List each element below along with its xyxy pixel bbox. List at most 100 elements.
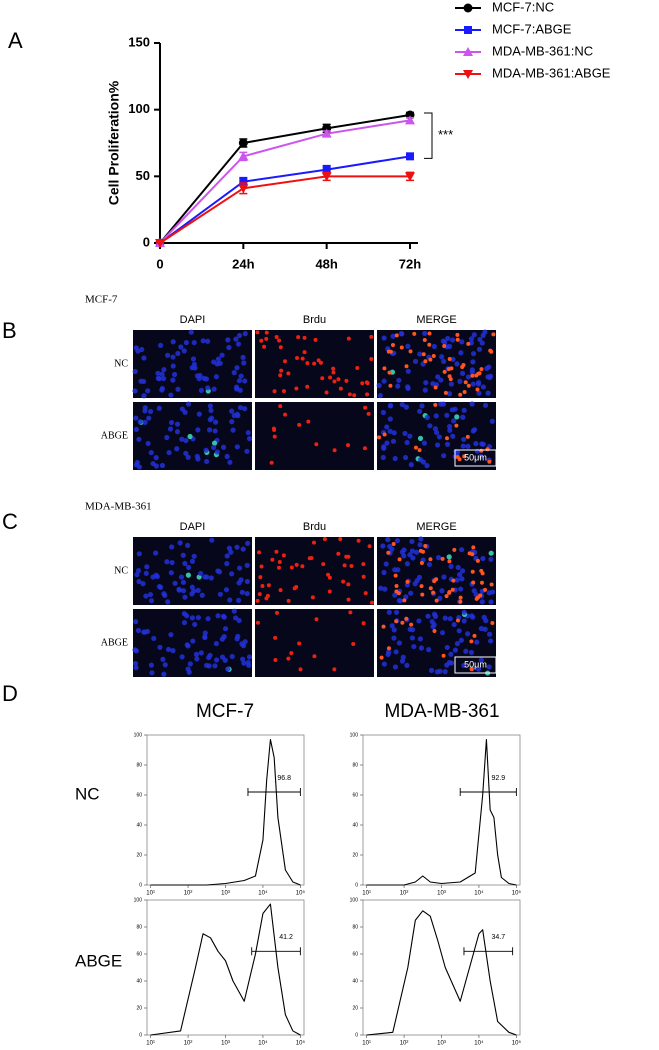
nucleus bbox=[206, 663, 212, 669]
nucleus bbox=[225, 666, 231, 672]
nucleus bbox=[237, 387, 243, 393]
nucleus bbox=[401, 547, 407, 553]
brdu-signal bbox=[300, 564, 305, 569]
nucleus bbox=[458, 637, 464, 643]
brdu-signal bbox=[332, 667, 337, 672]
nucleus bbox=[150, 574, 156, 580]
nucleus bbox=[159, 462, 166, 469]
nucleus bbox=[198, 387, 205, 393]
nucleus bbox=[459, 568, 466, 574]
gate bbox=[251, 947, 301, 956]
scale-bar-label: 50μm bbox=[464, 452, 487, 462]
nucleus bbox=[384, 440, 390, 446]
brdu-signal bbox=[382, 432, 387, 437]
brdu-signal bbox=[397, 557, 402, 562]
nucleus bbox=[390, 438, 397, 444]
nucleus bbox=[475, 381, 482, 387]
nucleus bbox=[240, 354, 246, 360]
nucleus bbox=[197, 372, 203, 379]
nucleus bbox=[417, 636, 423, 642]
nucleus bbox=[474, 639, 480, 645]
brdu-signal bbox=[258, 575, 263, 580]
nucleus bbox=[212, 428, 218, 434]
x-tick-label: 10⁵ bbox=[296, 890, 306, 897]
brdu-signal bbox=[365, 392, 370, 397]
nucleus bbox=[239, 589, 245, 595]
micrograph bbox=[255, 537, 374, 605]
brdu-signal bbox=[480, 571, 485, 576]
nucleus bbox=[170, 339, 176, 345]
nucleus bbox=[381, 335, 387, 341]
nucleus bbox=[376, 382, 382, 389]
nucleus bbox=[381, 661, 387, 667]
y-tick-label: 40 bbox=[136, 822, 142, 828]
brdu-signal bbox=[320, 376, 325, 381]
brdu-signal bbox=[431, 590, 436, 595]
nucleus bbox=[187, 433, 193, 440]
brdu-signal bbox=[282, 359, 287, 364]
nucleus bbox=[214, 449, 220, 455]
nucleus bbox=[174, 421, 181, 427]
series-line bbox=[159, 114, 411, 244]
column-label: DAPI bbox=[180, 521, 206, 533]
nucleus bbox=[387, 403, 394, 409]
nucleus bbox=[151, 635, 157, 642]
y-tick-label: 100 bbox=[128, 101, 150, 116]
nucleus bbox=[134, 572, 140, 578]
nucleus bbox=[454, 577, 460, 583]
nucleus bbox=[422, 387, 428, 393]
nucleus bbox=[185, 454, 191, 460]
nucleus bbox=[229, 419, 235, 425]
plot-frame bbox=[362, 734, 521, 886]
nucleus bbox=[402, 430, 408, 437]
row-label: ABGE bbox=[75, 951, 122, 970]
nucleus bbox=[192, 365, 198, 371]
nucleus bbox=[460, 414, 466, 420]
significance-label: *** bbox=[438, 127, 453, 142]
nucleus bbox=[213, 641, 219, 647]
nucleus bbox=[391, 635, 397, 641]
column-label: MERGE bbox=[416, 521, 456, 533]
plot-frame bbox=[146, 734, 305, 886]
nucleus bbox=[170, 354, 176, 360]
brdu-signal bbox=[310, 595, 315, 600]
nucleus bbox=[417, 351, 423, 357]
brdu-signal bbox=[286, 371, 291, 376]
y-tick-label: 40 bbox=[352, 822, 358, 828]
nucleus bbox=[179, 406, 185, 412]
nucleus bbox=[419, 403, 425, 409]
brdu-signal bbox=[405, 579, 410, 584]
nucleus bbox=[450, 356, 456, 362]
gate-label: 96.8 bbox=[277, 775, 291, 782]
brdu-signal bbox=[440, 556, 445, 561]
nucleus bbox=[460, 443, 466, 449]
nucleus bbox=[195, 587, 201, 593]
brdu-signal bbox=[312, 654, 317, 659]
brdu-signal bbox=[475, 558, 480, 563]
nucleus bbox=[153, 455, 159, 461]
brdu-signal bbox=[367, 544, 372, 549]
y-tick-label: 50 bbox=[136, 168, 150, 183]
nucleus bbox=[404, 662, 410, 668]
brdu-signal bbox=[264, 330, 269, 335]
nucleus bbox=[217, 591, 223, 597]
nucleus bbox=[141, 393, 147, 399]
nucleus bbox=[157, 644, 163, 650]
nucleus bbox=[457, 572, 463, 578]
panel-letter: A bbox=[8, 28, 23, 53]
nucleus bbox=[434, 442, 441, 448]
nucleus bbox=[478, 657, 484, 663]
y-tick-label: 0 bbox=[143, 234, 150, 249]
nucleus bbox=[398, 330, 405, 337]
nucleus bbox=[206, 427, 213, 433]
nucleus bbox=[135, 348, 141, 354]
nucleus bbox=[480, 332, 486, 338]
y-tick-label: 0 bbox=[139, 882, 142, 888]
y-tick-label: 100 bbox=[134, 897, 143, 903]
nucleus bbox=[456, 628, 462, 634]
marker bbox=[321, 128, 332, 138]
nucleus bbox=[471, 332, 477, 338]
nucleus bbox=[393, 649, 399, 655]
legend-label: MDA-MB-361:ABGE bbox=[492, 65, 611, 80]
nucleus bbox=[233, 336, 239, 342]
